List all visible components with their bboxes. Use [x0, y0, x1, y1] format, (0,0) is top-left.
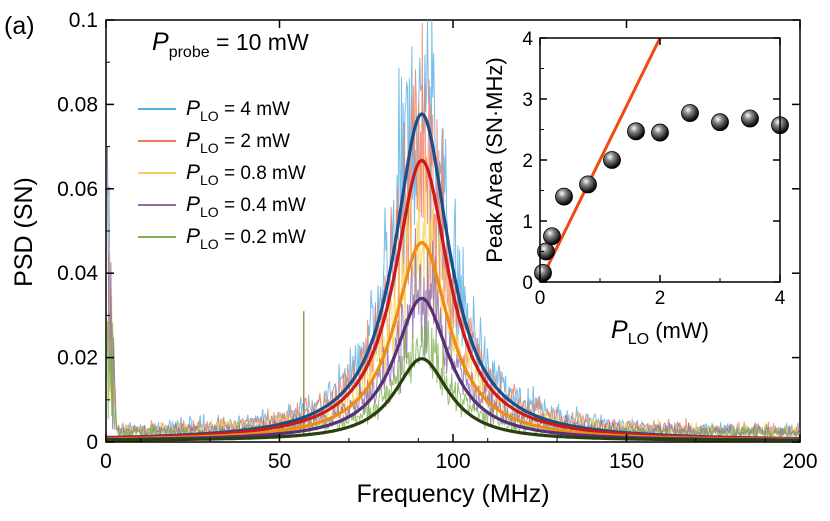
- x-tick-label: 0: [100, 450, 112, 473]
- inset-x-tick-label: 4: [775, 288, 786, 309]
- probe-power-annotation: Pprobe = 10 mW: [152, 28, 309, 61]
- inset-y-axis-title: Peak Area (SN·MHz): [482, 57, 507, 262]
- y-axis-title: PSD (SN): [10, 177, 38, 287]
- probe-subscript: probe: [169, 44, 210, 61]
- y-tick-label: 0.08: [57, 93, 98, 116]
- inset-data-point: [603, 151, 621, 169]
- fit-curve-4: [106, 357, 800, 442]
- legend-entry: PLO = 4 mW: [186, 97, 290, 124]
- legend-entry: PLO = 0.2 mW: [186, 225, 306, 252]
- inset-x-suffix: (mW): [649, 318, 709, 343]
- legend-entry: PLO = 2 mW: [186, 129, 290, 156]
- inset-data-point: [627, 122, 645, 141]
- inset-x-tick-label: 2: [655, 288, 666, 309]
- legend-subscript: LO: [200, 140, 219, 156]
- noise-traces: [106, 19, 801, 440]
- inset-x-subscript: LO: [628, 331, 649, 348]
- legend-label: = 0.4 mW: [219, 195, 306, 216]
- inset-data-point: [537, 242, 555, 261]
- x-tick-label: 100: [435, 450, 470, 473]
- x-tick-label: 50: [268, 450, 291, 473]
- legend-symbol: P: [186, 225, 200, 248]
- inset-data-point: [741, 109, 759, 128]
- inset-panel: 0 2 4 0 1 2 3 4 Peak Area (SN·MHz) PLO (mW): [482, 29, 789, 348]
- legend-entry: PLO = 0.8 mW: [186, 161, 306, 188]
- legend-label: = 2 mW: [219, 131, 290, 152]
- legend-symbol: P: [186, 97, 200, 120]
- y-tick-label: 0.04: [57, 262, 98, 285]
- inset-y-tick-label: 3: [522, 90, 533, 111]
- y-tick-label: 0.06: [57, 178, 98, 201]
- inset-x-tick-label: 0: [535, 288, 546, 309]
- legend-subscript: LO: [200, 204, 219, 220]
- fit-curves: [105, 112, 800, 442]
- inset-data-point: [579, 175, 597, 194]
- inset-data-point: [555, 187, 573, 206]
- inset-data-point: [534, 263, 552, 282]
- legend-symbol: P: [186, 129, 200, 152]
- noise-trace-4: [106, 310, 800, 440]
- inset-data-points: [534, 104, 789, 282]
- legend-subscript: LO: [200, 172, 219, 188]
- panel-label: (a): [4, 12, 35, 40]
- inset-y-tick-label: 1: [522, 212, 533, 233]
- probe-symbol: P: [152, 28, 169, 56]
- inset-y-tick-label: 2: [522, 151, 533, 172]
- inset-y-tick-label: 4: [522, 29, 533, 50]
- inset-y-tick-label: 0: [522, 273, 533, 294]
- inset-data-point: [543, 227, 561, 246]
- inset-data-point: [651, 123, 669, 142]
- y-tick-label: 0: [86, 431, 98, 454]
- legend-label: = 0.2 mW: [219, 227, 306, 248]
- legend-label: = 4 mW: [219, 99, 290, 120]
- legend-symbol: P: [186, 193, 200, 216]
- inset-axis-ticks: 0 2 4 0 1 2 3 4: [522, 29, 785, 309]
- probe-value: = 10 mW: [210, 29, 309, 55]
- inset-fit-line: [538, 37, 662, 283]
- y-tick-label: 0.1: [69, 9, 98, 32]
- legend-subscript: LO: [200, 236, 219, 252]
- legend-label: = 0.8 mW: [219, 163, 306, 184]
- inset-background: [540, 38, 780, 282]
- legend-subscript: LO: [200, 108, 219, 124]
- x-axis-title: Frequency (MHz): [356, 480, 549, 508]
- inset-x-axis-title: PLO (mW): [611, 316, 709, 348]
- inset-data-point: [681, 104, 699, 122]
- y-tick-label: 0.02: [57, 347, 98, 370]
- legend-entry: PLO = 0.4 mW: [186, 193, 306, 220]
- noise-trace-3: [106, 146, 801, 439]
- inset-fit-line-group: [538, 37, 662, 283]
- x-tick-label: 150: [609, 450, 644, 473]
- inset-data-point: [711, 113, 729, 132]
- x-tick-label: 200: [782, 450, 817, 473]
- inset-x-symbol: P: [611, 316, 628, 344]
- legend-symbol: P: [186, 161, 200, 184]
